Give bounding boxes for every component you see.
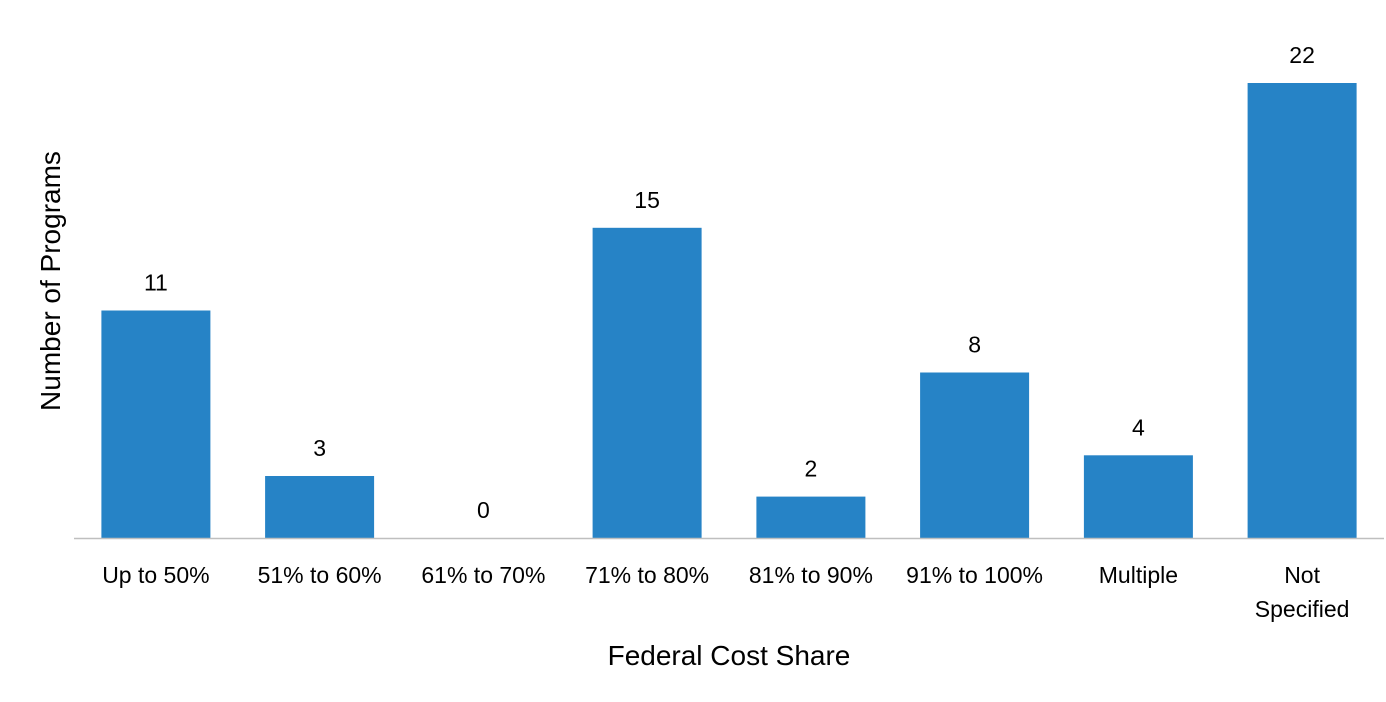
y-axis-title: Number of Programs [35, 151, 66, 411]
x-axis-title: Federal Cost Share [608, 640, 851, 671]
bar-3 [592, 227, 702, 539]
x-tick-label-4: 81% to 90% [749, 562, 873, 588]
x-tick-labels-group: Up to 50% 51% to 60% 61% to 70% 71% to 80% 8… [102, 562, 1349, 622]
data-labels-group: 11 3 0 15 2 8 4 22 [144, 42, 1315, 523]
data-label-1: 3 [313, 435, 326, 461]
data-label-4: 2 [805, 456, 818, 482]
bar-7 [1247, 83, 1357, 538]
x-tick-label-6: Multiple [1099, 562, 1178, 588]
bar-0 [101, 310, 211, 538]
x-tick-label-3: 71% to 80% [585, 562, 709, 588]
bar-1 [265, 476, 375, 538]
x-tick-label-2: 61% to 70% [421, 562, 545, 588]
bar-6 [1083, 455, 1193, 538]
data-label-6: 4 [1132, 414, 1145, 440]
x-tick-label-7: Not Specified [1255, 562, 1350, 622]
bars-group [101, 83, 1357, 539]
bar-4 [756, 496, 866, 538]
x-tick-label-0: Up to 50% [102, 562, 209, 588]
data-label-3: 15 [634, 187, 660, 213]
data-label-2: 0 [477, 497, 490, 523]
data-label-0: 11 [144, 270, 168, 296]
x-tick-label-1: 51% to 60% [258, 562, 382, 588]
data-label-7: 22 [1289, 42, 1315, 68]
bar-5 [920, 372, 1030, 538]
x-tick-label-5: 91% to 100% [906, 562, 1043, 588]
data-label-5: 8 [968, 332, 981, 358]
